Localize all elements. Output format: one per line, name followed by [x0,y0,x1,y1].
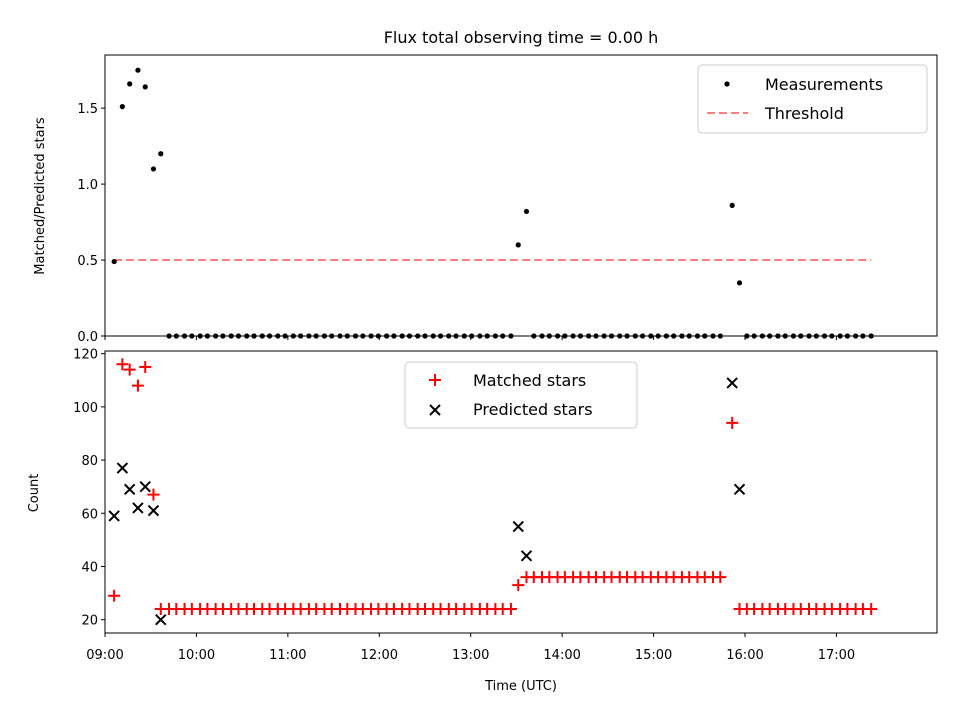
y-ticks-ratio: 0.0 0.5 1.0 1.5 [77,102,105,345]
x-tick-label: 11:00 [269,648,306,663]
predicted-point [108,510,120,522]
predicted-point [147,504,160,517]
y-tick-label: 40 [81,560,98,575]
y-tick-label: 1.0 [77,178,98,193]
matched-point [139,360,152,373]
measurement-point [127,81,133,87]
matched-point [865,603,878,616]
legend-label-threshold: Threshold [764,104,844,123]
legend-label-measurements: Measurements [765,75,883,94]
matched-point [108,589,121,602]
x-tick-label: 13:00 [452,648,489,663]
y-ticks-count: 20 40 60 80 100 120 [73,348,105,629]
y-tick-label: 100 [73,401,98,416]
legend-box [697,64,928,134]
predicted-point [512,520,524,533]
x-ticks-count: 09:00 10:00 11:00 12:00 13:00 14:00 15:00 16:00… [86,633,855,663]
measurement-point [515,242,521,248]
measurement-point [523,208,530,215]
measurement-point [111,258,117,265]
y-axis-label-ratio: Matched/Predicted stars [33,117,48,275]
measurement-point [158,151,164,157]
legend-marker-predicted [429,404,441,416]
x-tick-label: 10:00 [178,648,215,663]
legend-count: Matched stars Predicted stars [404,361,638,429]
legend-marker-matched [429,374,441,386]
measurement-point [119,104,125,110]
predicted-point [116,462,129,474]
predicted-point [155,613,167,626]
x-tick-label: 09:00 [86,648,123,663]
matched-point [504,603,517,616]
count-panel: Count Time (UTC) 20 40 60 80 100 120 09:00 10:… [27,348,938,694]
legend-label-predicted: Predicted stars [473,400,593,419]
y-tick-label: 0.5 [77,254,98,269]
x-tick-label: 15:00 [635,648,672,663]
chart-title: Flux total observing time = 0.00 h [384,28,659,47]
y-tick-label: 80 [81,454,98,469]
x-tick-label: 16:00 [726,648,763,663]
x-tick-label: 12:00 [361,648,398,663]
plot-frame-count [104,350,938,634]
predicted-point [733,483,746,496]
legend-label-matched: Matched stars [473,371,586,390]
y-tick-label: 20 [81,614,98,629]
matched-point [147,488,160,501]
predicted-point [520,550,533,562]
matched-point [123,363,136,376]
matched-point [714,571,727,584]
measurement-point [150,166,157,172]
predicted-point [726,377,738,389]
count-marks [108,358,878,626]
y-tick-label: 0.0 [77,330,98,345]
matched-point [116,358,129,371]
measurement-point [142,84,148,90]
predicted-point [123,483,136,496]
x-tick-label: 17:00 [818,648,855,663]
measurement-point [736,280,743,286]
measurement-point [729,202,735,208]
matched-point [131,379,144,392]
x-axis-label: Time (UTC) [484,679,557,694]
y-tick-label: 120 [73,348,98,363]
predicted-point [139,480,151,493]
x-tick-label: 14:00 [543,648,580,663]
ratio-panel: Flux total observing time = 0.00 h Match… [33,28,938,345]
plot-frame-ratio [104,54,938,337]
matched-point [512,579,525,592]
y-tick-label: 1.5 [77,102,98,117]
matched-point [726,416,739,429]
legend-marker-measurements [724,81,730,87]
predicted-point [132,502,144,514]
legend-ratio: Measurements Threshold [697,64,928,134]
legend-box [404,361,638,429]
y-axis-label-count: Count [27,474,42,513]
measurement-point [135,67,141,73]
y-tick-label: 60 [81,507,98,522]
